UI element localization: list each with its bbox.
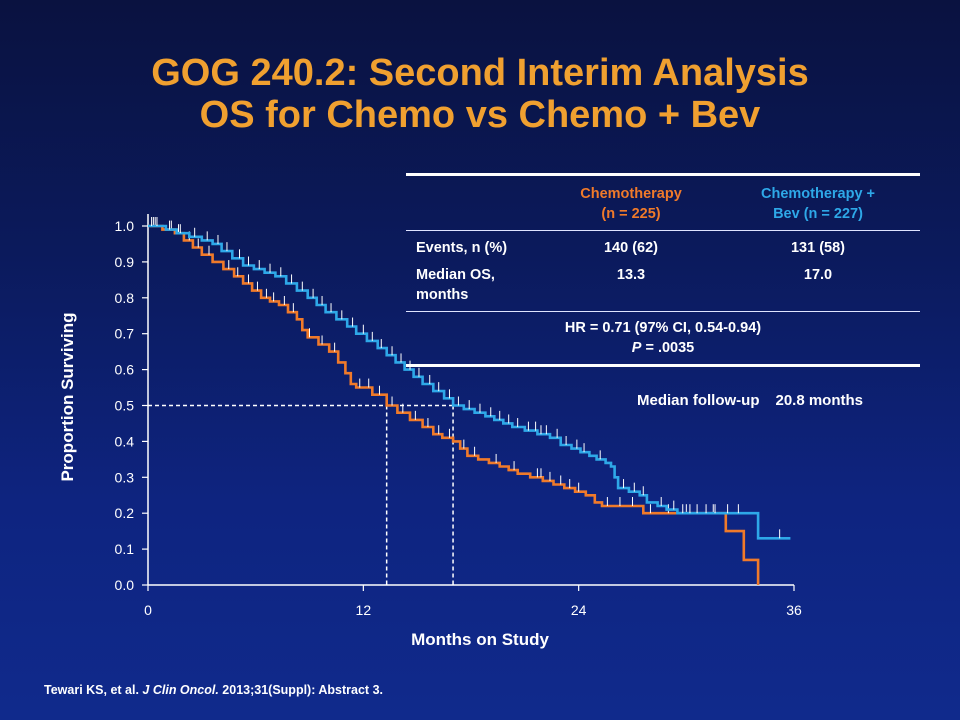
y-tick-label: 1.0: [115, 218, 135, 234]
events-label: Events, n (%): [416, 240, 508, 256]
y-tick-label: 0.9: [115, 254, 135, 270]
citation-rest: 2013;31(Suppl): Abstract 3.: [218, 683, 383, 697]
events-row: Events, n (%) 140 (62) 131 (58): [406, 231, 920, 263]
y-tick-label: 0.3: [115, 469, 135, 485]
y-tick-label: 0.2: [115, 505, 135, 521]
table-top-rule: [406, 173, 920, 176]
x-tick-label: 12: [356, 602, 372, 618]
follow-up-label: Median follow-up: [637, 392, 760, 409]
events-chemo: 140 (62): [603, 240, 658, 256]
median-os-bev: 17.0: [803, 267, 833, 283]
median-os-row: Median OS, months 13.3 17.0: [406, 263, 920, 311]
median-os-label-line-1: Median OS,: [416, 267, 495, 283]
header-blank-cell: [406, 184, 546, 224]
header-chemo-line-1: Chemotherapy: [580, 186, 682, 202]
y-tick-label: 0.1: [115, 541, 135, 557]
hazard-ratio-line: HR = 0.71 (97% CI, 0.54-0.94): [564, 320, 762, 336]
header-chemo-line-2: (n = 225): [601, 206, 661, 222]
y-tick-label: 0.0: [115, 577, 135, 593]
median-follow-up: Median follow-up 20.8 months: [637, 392, 863, 409]
hr-rule: [406, 311, 920, 312]
citation-authors: Tewari KS, et al.: [44, 683, 143, 697]
y-axis-title: Proportion Surviving: [58, 312, 77, 482]
hazard-ratio: HR = 0.71 (97% CI, 0.54-0.94) P = .0035: [406, 312, 920, 364]
x-tick-label: 0: [144, 602, 152, 618]
x-tick-label: 36: [786, 602, 802, 618]
y-tick-label: 0.4: [115, 433, 135, 449]
title-line-1: GOG 240.2: Second Interim Analysis: [151, 52, 809, 94]
results-table: Chemotherapy (n = 225) Chemotherapy + Be…: [406, 173, 920, 367]
bev-curve: [148, 224, 791, 540]
chemo-curve: [148, 224, 760, 585]
p-value-line: P = .0035: [406, 338, 920, 358]
slide-title: GOG 240.2: Second Interim Analysis OS fo…: [0, 52, 960, 136]
header-bev: Chemotherapy + Bev (n = 227): [716, 184, 920, 224]
y-tick-label: 0.8: [115, 290, 135, 306]
x-axis-title: Months on Study: [411, 630, 549, 649]
p-label: P: [631, 340, 642, 356]
events-bev: 131 (58): [790, 240, 845, 256]
median-os-chemo: 13.3: [616, 267, 646, 283]
y-tick-label: 0.5: [115, 398, 135, 414]
median-os-label-line-2: months: [416, 287, 469, 303]
title-line-2: OS for Chemo vs Chemo + Bev: [199, 94, 761, 136]
follow-up-value: 20.8 months: [775, 392, 864, 409]
y-tick-label: 0.6: [115, 362, 135, 378]
header-chemo: Chemotherapy (n = 225): [546, 184, 716, 224]
header-rule: [406, 230, 920, 231]
header-bev-line-1: Chemotherapy +: [760, 186, 876, 202]
table-bottom-rule: [406, 364, 920, 367]
citation-journal: J Clin Oncol.: [142, 683, 219, 697]
median-os-label: Median OS, months: [406, 265, 546, 305]
citation: Tewari KS, et al. J Clin Oncol. 2013;31(…: [44, 683, 383, 697]
p-value: = .0035: [641, 340, 695, 356]
table-header-row: Chemotherapy (n = 225) Chemotherapy + Be…: [406, 176, 920, 230]
y-tick-label: 0.7: [115, 326, 135, 342]
x-tick-label: 24: [571, 602, 587, 618]
header-bev-line-2: Bev (n = 227): [773, 206, 863, 222]
